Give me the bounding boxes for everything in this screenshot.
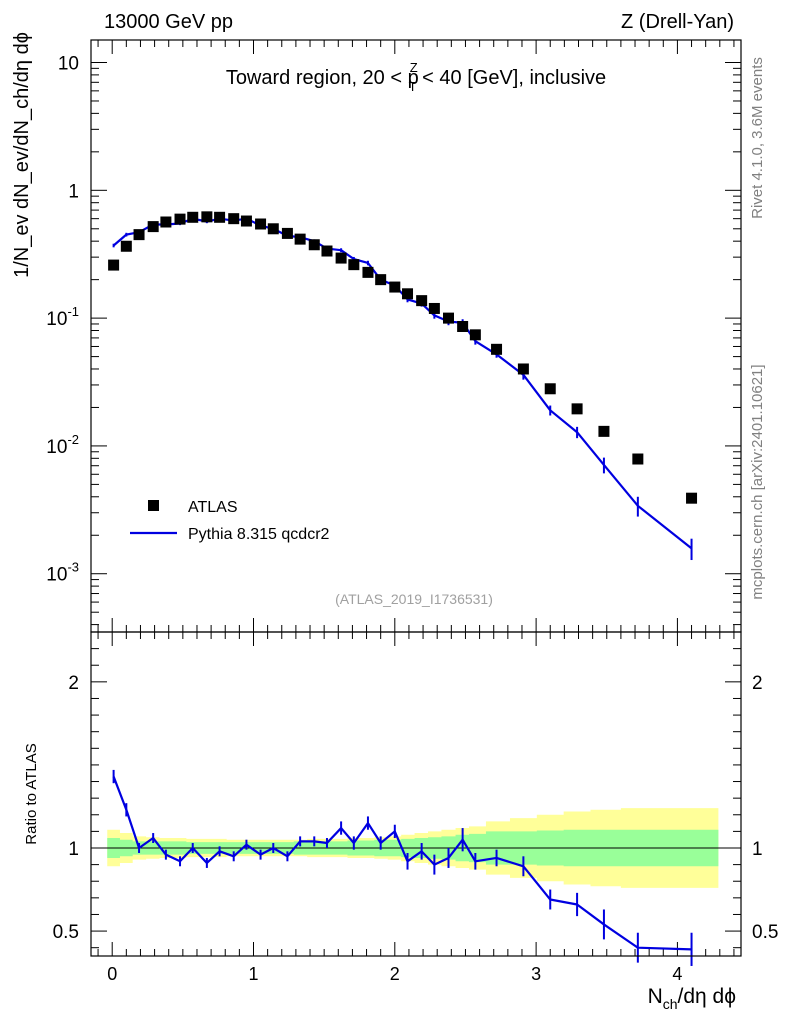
x-axis-label-rest: /dη dϕ: [678, 985, 736, 1008]
plot-title-prefix: Toward region, 20 < p: [226, 67, 419, 89]
data-point: [267, 223, 279, 235]
data-point: [416, 295, 428, 307]
main-panel: 10-3 10-2 10-1 1 10: [46, 39, 742, 956]
data-point: [389, 281, 401, 293]
x-tick-labels: 0 1 2 3 4: [107, 964, 682, 984]
data-point: [571, 403, 583, 415]
plot-title-sup: Z: [410, 60, 418, 75]
plot-title-suffix: < 40 [GeV], inclusive: [417, 67, 607, 89]
rivet-label: Rivet 4.1.0, 3.6M events: [749, 57, 766, 219]
ratio-line: [112, 776, 692, 951]
x-axis-label: Nch/dη dϕ: [648, 985, 736, 1012]
ratio-y-tick-label: 1: [68, 839, 79, 860]
data-point: [544, 383, 556, 395]
main-ylabel: 1/N_ev dN_ev/dN_ch/dη dϕ: [11, 32, 33, 278]
data-point: [214, 211, 226, 223]
ratio-y-tick-label-right: 2: [752, 673, 763, 694]
ratio-y-tick-label: 2: [68, 673, 79, 694]
y-tick-label: 1: [68, 181, 79, 202]
x-tick-label: 2: [390, 964, 400, 984]
data-point: [133, 229, 145, 241]
main-frame: [90, 39, 742, 633]
data-point: [598, 425, 610, 437]
y-tick-label: 10-2: [46, 432, 79, 458]
ratio-frame: [90, 631, 742, 957]
data-point: [375, 274, 387, 286]
ratio-line-group: [112, 776, 692, 951]
x-axis-label-sub: ch: [663, 996, 678, 1012]
ratio-ticks: [91, 648, 741, 949]
data-point: [281, 227, 293, 239]
ratio-y-tick-label: 0.5: [53, 922, 79, 943]
data-point: [402, 288, 414, 300]
plot-title-sub: T: [409, 79, 417, 94]
data-point: [469, 329, 481, 341]
x-tick-label: 1: [248, 964, 258, 984]
x-axis-label-main: N: [648, 985, 663, 1008]
data-point: [517, 363, 529, 375]
data-point: [362, 266, 374, 278]
x-tick-label: 3: [531, 964, 541, 984]
y-tick-label: 10: [58, 54, 79, 75]
header-left: 13000 GeV pp: [104, 11, 233, 33]
legend: ATLAS Pythia 8.315 qcdcr2: [130, 499, 330, 543]
ratio-y-tick-label-right: 1: [752, 839, 763, 860]
ratio-ytick-labels: 0.5 0.5 1 1 2 2: [53, 673, 779, 943]
data-point: [240, 215, 252, 227]
legend-mc-label: Pythia 8.315 qcdcr2: [188, 526, 330, 543]
data-point: [491, 343, 503, 355]
data-points: [108, 211, 698, 504]
analysis-id: (ATLAS_2019_I1736531): [335, 591, 493, 607]
legend-data-marker: [148, 500, 159, 511]
y-tick-label: 10-1: [46, 304, 79, 330]
data-point: [443, 312, 454, 324]
data-point: [457, 320, 469, 332]
ratio-ylabel: Ratio to ATLAS: [23, 743, 40, 844]
data-point: [108, 259, 120, 271]
data-point: [428, 302, 440, 314]
data-point: [686, 492, 698, 504]
mcplots-label: mcplots.cern.ch [arXiv:2401.10621]: [749, 364, 766, 599]
ratio-panel: 0.5 0.5 1 1 2 2: [53, 631, 779, 966]
header-right: Z (Drell-Yan): [621, 11, 734, 33]
data-point: [632, 453, 644, 465]
y-tick-label: 10-3: [46, 560, 79, 586]
main-ytick-labels: 10-3 10-2 10-1 1 10: [46, 54, 79, 586]
data-point: [321, 245, 333, 257]
data-point: [335, 252, 347, 264]
ratio-y-tick-label-right: 0.5: [752, 922, 778, 943]
legend-data-label: ATLAS: [188, 499, 238, 516]
data-point: [187, 211, 199, 223]
data-point: [120, 240, 132, 252]
data-point: [147, 221, 159, 233]
x-tick-label: 4: [672, 964, 682, 984]
data-point: [308, 239, 320, 251]
data-point: [348, 259, 360, 271]
data-point: [201, 211, 213, 223]
plot-title: Toward region, 20 < pZ T < 40 [GeV], incl…: [226, 60, 606, 94]
data-point: [255, 218, 267, 230]
main-ticks: [91, 40, 741, 956]
data-point: [228, 213, 240, 225]
data-point: [294, 233, 306, 245]
x-tick-label: 0: [107, 964, 117, 984]
data-point: [174, 213, 186, 225]
data-point: [160, 216, 172, 228]
